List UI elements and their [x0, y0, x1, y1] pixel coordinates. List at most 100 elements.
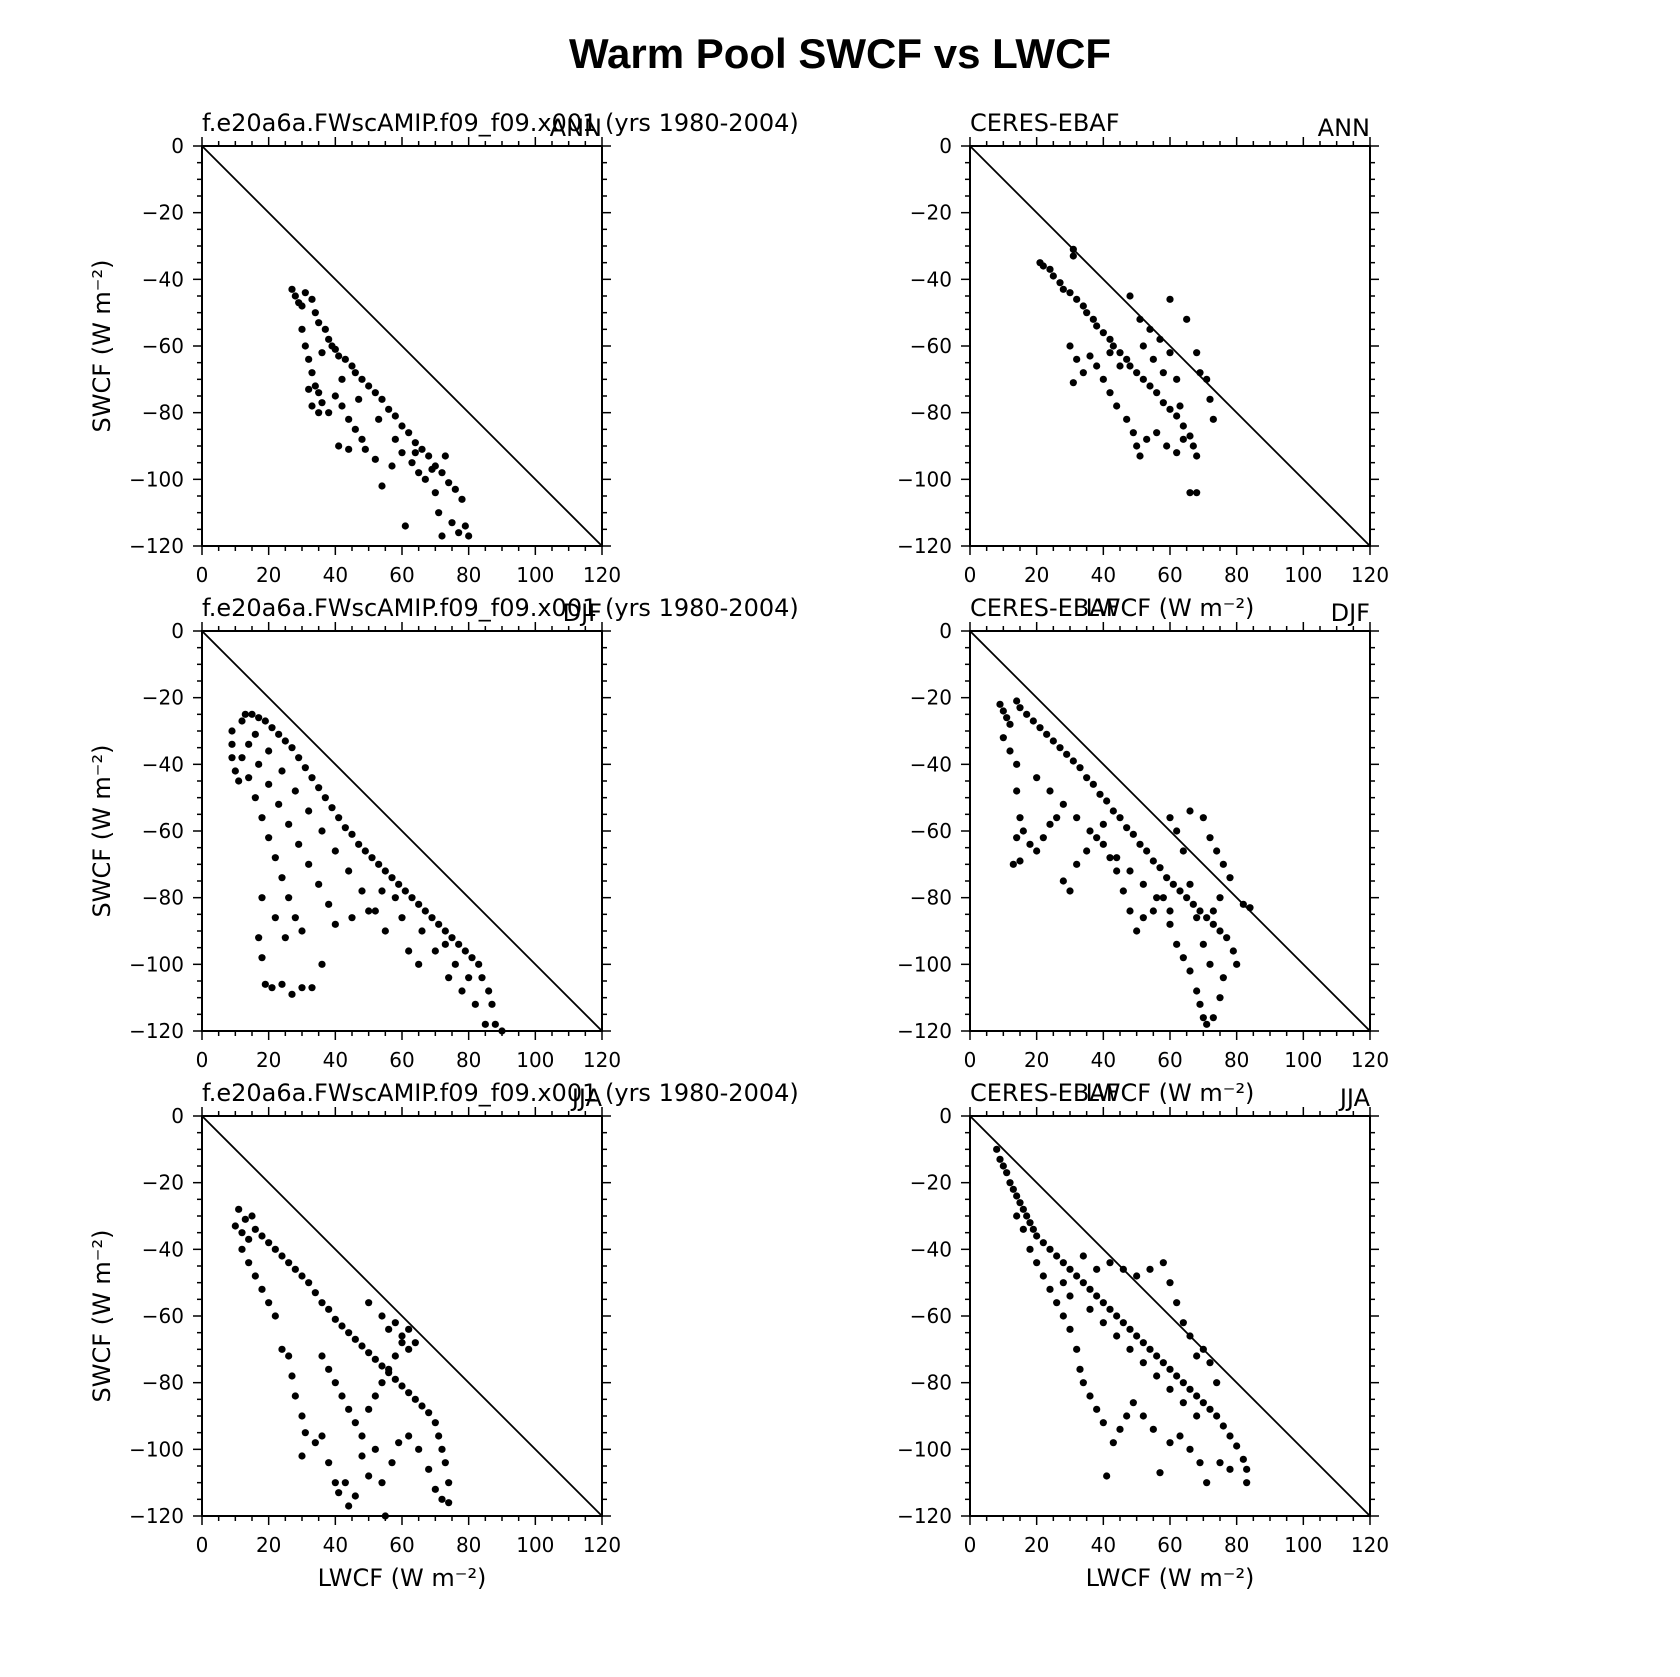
data-point [278, 1345, 286, 1353]
x-tick-label: 120 [583, 563, 621, 587]
data-point [1049, 272, 1057, 280]
data-point [1179, 1399, 1187, 1407]
data-point [288, 990, 296, 998]
data-point [425, 452, 433, 460]
data-point [1033, 1259, 1041, 1267]
data-point [308, 402, 316, 410]
data-point [421, 907, 429, 915]
data-point [325, 1459, 333, 1467]
data-point [288, 285, 296, 293]
data-point [1189, 442, 1197, 450]
data-point [1003, 714, 1011, 722]
data-point [278, 1252, 286, 1260]
data-point [245, 1259, 253, 1267]
data-point [445, 974, 453, 982]
data-point [245, 1235, 253, 1243]
data-point [471, 1000, 479, 1008]
data-point [1103, 797, 1111, 805]
data-point [1053, 1252, 1061, 1260]
data-point [318, 1432, 326, 1440]
data-point [231, 767, 239, 775]
data-point [1073, 1345, 1081, 1353]
panel-right-title: ANN [550, 114, 602, 142]
data-point [301, 1429, 309, 1437]
data-point [431, 947, 439, 955]
data-point [1143, 847, 1151, 855]
data-point [358, 887, 366, 895]
data-point [1079, 1252, 1087, 1260]
data-point [1153, 429, 1161, 437]
data-point [1133, 442, 1141, 450]
data-point [435, 509, 443, 517]
data-point [311, 382, 319, 390]
data-point [1133, 927, 1141, 935]
data-point [1103, 1472, 1111, 1480]
data-point [1133, 1272, 1141, 1280]
x-tick-label: 80 [1224, 1533, 1249, 1557]
data-point [1176, 402, 1184, 410]
data-point [305, 355, 313, 363]
data-point [1083, 847, 1091, 855]
data-point [1246, 904, 1254, 912]
data-point [285, 1259, 293, 1267]
data-point [1213, 847, 1221, 855]
data-point [1163, 442, 1171, 450]
data-point [1123, 1412, 1131, 1420]
y-tick-label: −120 [897, 534, 952, 558]
panel-left-title: CERES-EBAF [970, 594, 1120, 622]
data-point [1136, 840, 1144, 848]
data-point [255, 934, 263, 942]
data-point [295, 754, 303, 762]
data-point [345, 1329, 353, 1337]
data-point [1203, 1479, 1211, 1487]
y-tick-label: −80 [910, 886, 952, 910]
data-point [465, 974, 473, 982]
data-point [365, 1405, 373, 1413]
data-point [1173, 1372, 1181, 1380]
data-point [1159, 1359, 1167, 1367]
data-point [415, 1445, 423, 1453]
data-point [345, 445, 353, 453]
data-point [1073, 860, 1081, 868]
data-point [1089, 780, 1097, 788]
x-tick-label: 120 [583, 1533, 621, 1557]
y-tick-label: −100 [129, 952, 184, 976]
data-point [1099, 1419, 1107, 1427]
data-point [1039, 262, 1047, 270]
data-point [1206, 960, 1214, 968]
data-point [1166, 1279, 1174, 1287]
data-point [1209, 920, 1217, 928]
y-tick-label: −80 [142, 886, 184, 910]
data-point [268, 984, 276, 992]
y-tick-label: −120 [129, 534, 184, 558]
data-point [318, 349, 326, 357]
data-point [1079, 1379, 1087, 1387]
data-point [431, 1419, 439, 1427]
data-point [458, 495, 466, 503]
panel-right-title: DJF [563, 599, 602, 627]
y-tick-label: 0 [171, 134, 184, 158]
data-point [1179, 422, 1187, 430]
data-point [1059, 1259, 1067, 1267]
data-point [381, 927, 389, 935]
data-point [1076, 764, 1084, 772]
data-point [325, 900, 333, 908]
data-point [1149, 355, 1157, 363]
y-tick-label: 0 [939, 619, 952, 643]
data-point [398, 449, 406, 457]
data-point [1156, 1469, 1164, 1477]
data-point [291, 292, 299, 300]
data-point [1219, 860, 1227, 868]
data-point [1073, 814, 1081, 822]
data-point [1219, 974, 1227, 982]
data-point [1003, 1169, 1011, 1177]
data-point [1006, 1179, 1014, 1187]
x-tick-label: 120 [1351, 563, 1389, 587]
data-point [1046, 1245, 1054, 1253]
y-tick-label: −100 [897, 952, 952, 976]
data-point [458, 987, 466, 995]
data-point [1079, 369, 1087, 377]
data-point [1113, 867, 1121, 875]
data-point [1196, 907, 1204, 915]
y-tick-label: −40 [910, 1237, 952, 1261]
